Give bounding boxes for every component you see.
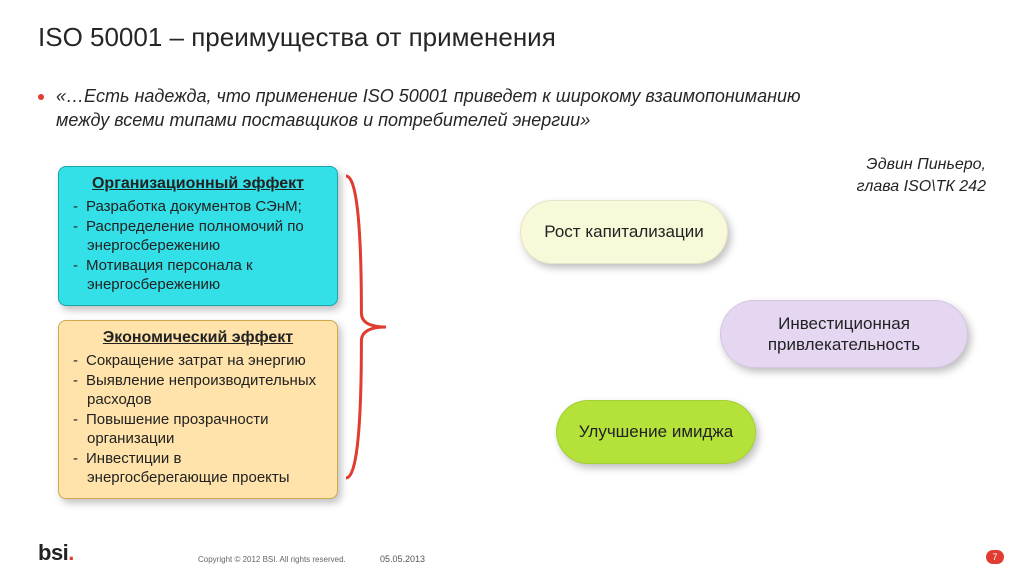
pill-image: Улучшение имиджа [556,400,756,464]
list-item: Сокращение затрат на энергию [73,351,323,371]
pill-investment: Инвестиционная привлекательность [720,300,968,368]
pill-label: Инвестиционная привлекательность [739,313,949,356]
econ-effect-box: Экономический эффект Сокращение затрат н… [58,320,338,499]
list-item: Повышение прозрачности организации [73,410,323,449]
list-item: Распределение полномочий по энергосбереж… [73,217,323,256]
list-item: Выявление непроизводительных расходов [73,371,323,410]
org-effect-list: Разработка документов СЭнМ;Распределение… [73,197,323,295]
list-item: Мотивация персонала к энергосбережению [73,256,323,295]
org-effect-box: Организационный эффект Разработка докуме… [58,166,338,306]
econ-effect-list: Сокращение затрат на энергиюВыявление не… [73,351,323,488]
slide-title: ISO 50001 – преимущества от применения [38,22,556,53]
attribution-name: Эдвин Пиньеро, [866,156,986,174]
pill-label: Улучшение имиджа [579,421,734,442]
logo: bsi. [38,540,74,566]
bracket-icon [346,172,392,482]
attribution-role: глава ISO\ТК 242 [857,178,986,196]
quote-text: «…Есть надежда, что применение ISO 50001… [56,84,816,133]
footer: bsi. Copyright © 2012 BSI. All rights re… [0,540,1024,576]
quote-row: «…Есть надежда, что применение ISO 50001… [38,84,994,133]
copyright: Copyright © 2012 BSI. All rights reserve… [198,555,346,564]
bullet-icon [38,94,44,100]
page-number: 7 [986,550,1004,564]
list-item: Разработка документов СЭнМ; [73,197,323,217]
econ-effect-title: Экономический эффект [73,329,323,347]
footer-date: 05.05.2013 [380,554,425,564]
pill-label: Рост капитализации [544,221,703,242]
pill-capitalization: Рост капитализации [520,200,728,264]
list-item: Инвестиции в энергосберегающие проекты [73,449,323,488]
org-effect-title: Организационный эффект [73,175,323,193]
